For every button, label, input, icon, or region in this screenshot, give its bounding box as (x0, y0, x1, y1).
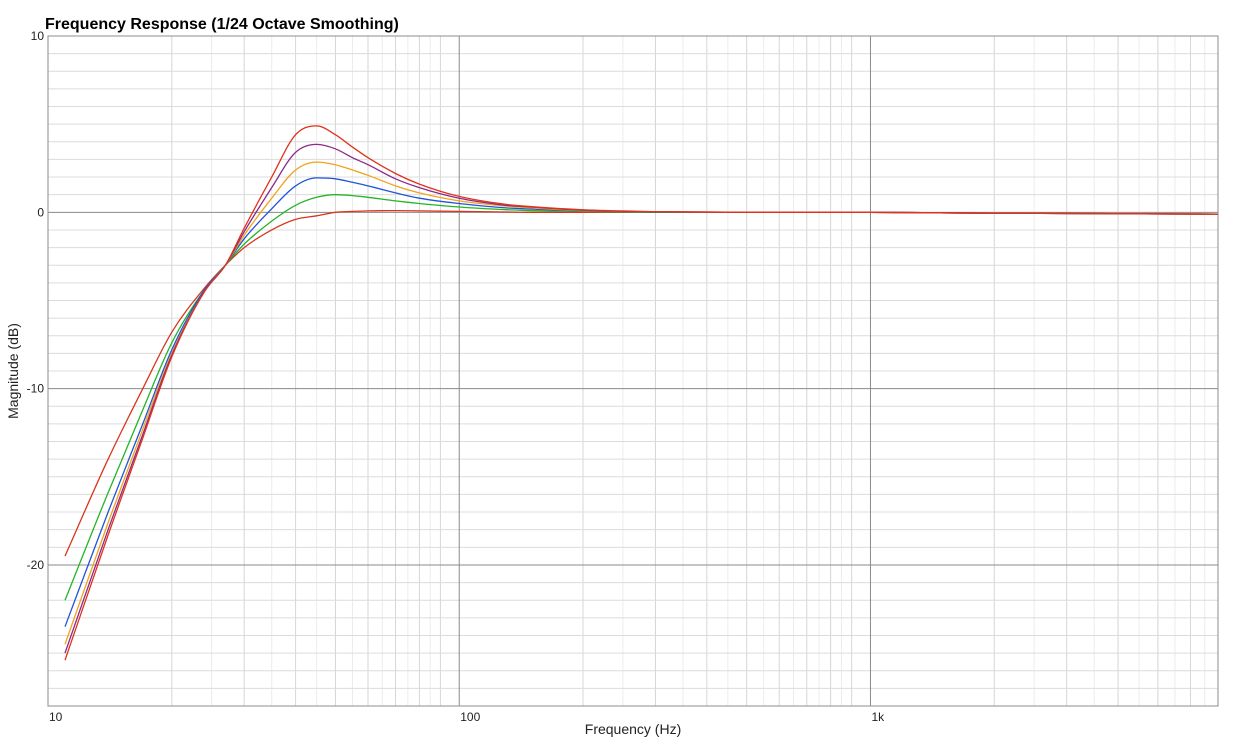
series-layer (64, 125, 1219, 661)
minor-gridlines (48, 36, 1219, 707)
y-tick-label: -10 (27, 382, 45, 396)
y-tick-labels: 10 0 -10 -20 (27, 29, 45, 572)
x-tick-label: 10 (49, 710, 63, 724)
series-line-5 (64, 143, 1219, 654)
y-tick-label: 10 (31, 29, 45, 43)
x-tick-label: 100 (460, 710, 480, 724)
x-tick-labels: 10 100 1k (49, 710, 885, 724)
chart-title: Frequency Response (1/24 Octave Smoothin… (45, 16, 399, 33)
x-tick-label: 1k (871, 710, 885, 724)
series-line-4 (64, 161, 1219, 645)
y-axis-label: Magnitude (dB) (5, 323, 21, 419)
y-tick-label: -20 (27, 558, 45, 572)
y-tick-label: 0 (37, 205, 44, 219)
plot-frame (47, 35, 1219, 707)
x-axis-label: Frequency (Hz) (585, 721, 681, 737)
series-line-6 (64, 125, 1219, 661)
series-line-1 (64, 209, 1219, 557)
series-line-2 (64, 194, 1219, 601)
